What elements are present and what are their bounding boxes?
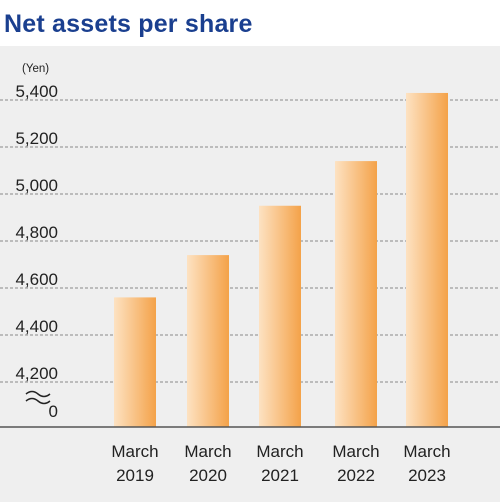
y-tick-label: 4,800 bbox=[15, 223, 58, 242]
x-tick-label: March 2023 bbox=[403, 442, 450, 485]
axis-break-icon bbox=[25, 390, 51, 405]
y-tick-label: 4,600 bbox=[15, 270, 58, 289]
x-tick-label: March 2019 bbox=[111, 442, 158, 485]
y-tick-label: 5,200 bbox=[15, 129, 58, 148]
y-tick-label: 5,400 bbox=[15, 82, 58, 101]
y-tick-label: 0 bbox=[49, 402, 58, 421]
y-axis-unit-label: (Yen) bbox=[22, 63, 50, 75]
y-tick-label: 4,200 bbox=[15, 364, 58, 383]
x-tick-label: March 2020 bbox=[184, 442, 231, 485]
x-tick-label: March 2021 bbox=[256, 442, 303, 485]
bar-march-2020 bbox=[187, 255, 229, 427]
bar-march-2022 bbox=[335, 161, 377, 427]
bar-march-2021 bbox=[259, 205, 301, 427]
bar-march-2023 bbox=[406, 92, 448, 427]
y-tick-label: 5,000 bbox=[15, 176, 58, 195]
axis-label-area bbox=[0, 427, 500, 502]
x-tick-label: March 2022 bbox=[332, 442, 379, 485]
chart-title: Net assets per share bbox=[4, 10, 253, 38]
bar-march-2019 bbox=[114, 297, 156, 427]
y-tick-label: 4,400 bbox=[15, 317, 58, 336]
